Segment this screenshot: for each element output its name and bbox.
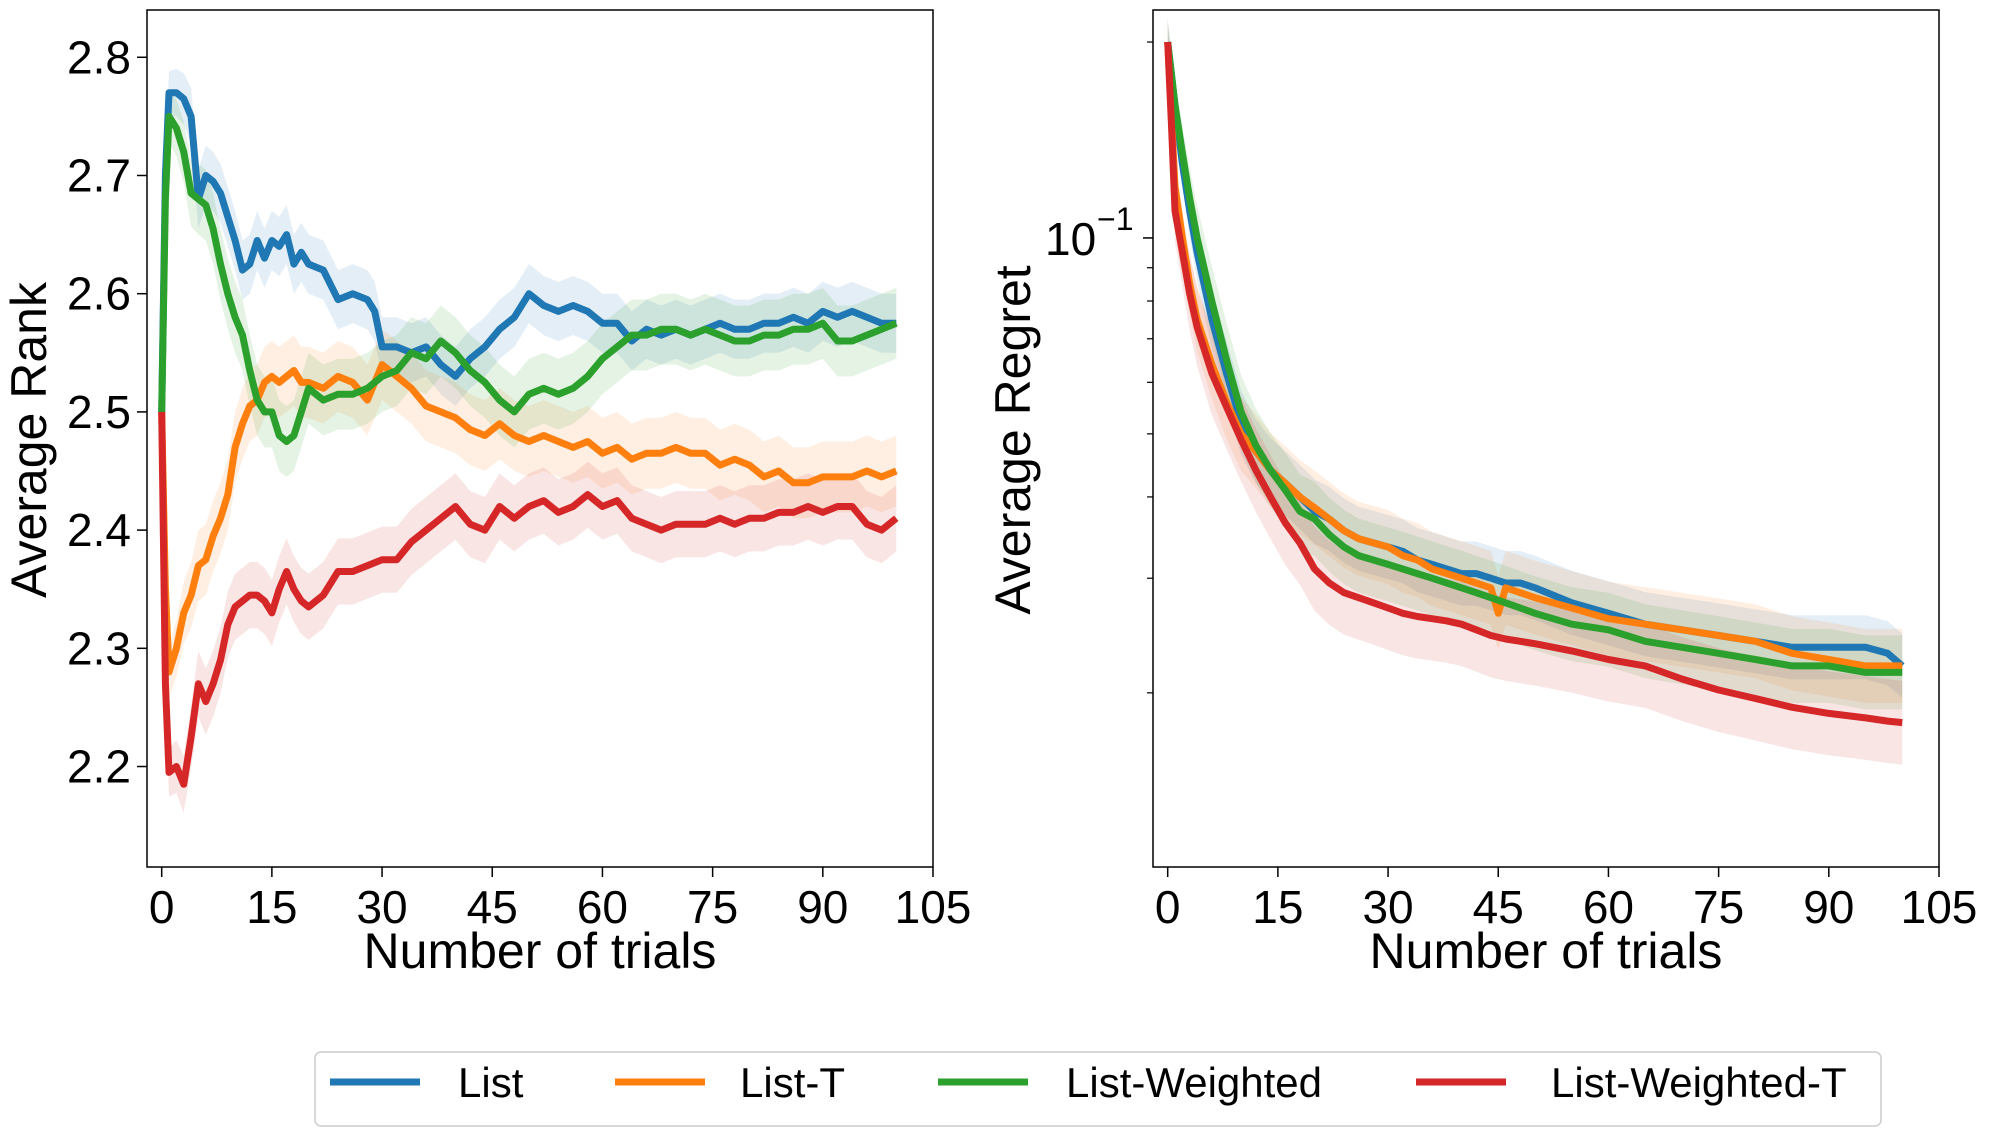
legend-label-list-weighted: List-Weighted: [1066, 1059, 1322, 1106]
left-x-tick-label: 105: [895, 881, 972, 933]
right-line-list-weighted: [1164, 41, 1903, 676]
left-y-tick-label: 2.5: [67, 386, 131, 438]
left-x-tick-label: 15: [246, 881, 297, 933]
left-y-ticks: 2.2 2.3 2.4 2.5 2.6 2.7 2.8: [67, 31, 147, 793]
left-band-list: [161, 69, 897, 430]
right-x-tick-label: 105: [1901, 881, 1978, 933]
right-band-list: [1167, 22, 1903, 698]
left-x-tick-label: 45: [467, 881, 518, 933]
right-plot-frame: [1152, 9, 1940, 868]
left-y-tick-label: 2.4: [67, 504, 131, 556]
right-x-tick-label: 60: [1583, 881, 1634, 933]
right-series-lines: [1164, 41, 1905, 727]
left-line-list-t: [158, 361, 898, 676]
left-y-axis-title: Average Rank: [1, 281, 57, 598]
right-y-ticks: 10 −1: [1045, 41, 1153, 694]
right-x-tick-label: 15: [1252, 881, 1303, 933]
right-x-tick-label: 0: [1155, 881, 1181, 933]
left-x-ticks: 0 15 30 45 60 75 90 105: [149, 867, 971, 933]
right-y-major-tick-label: 10: [1045, 213, 1096, 265]
right-x-axis-title: Number of trials: [1370, 923, 1723, 979]
right-x-ticks: 0 15 30 45 60 75 90 105: [1155, 867, 1977, 933]
left-x-tick-label: 60: [577, 881, 628, 933]
legend-label-list-weighted-t: List-Weighted-T: [1551, 1059, 1847, 1106]
left-x-axis-title: Number of trials: [364, 923, 717, 979]
left-y-tick-label: 2.3: [67, 622, 131, 674]
left-y-tick-label: 2.2: [67, 741, 131, 793]
left-x-tick-label: 30: [356, 881, 407, 933]
legend: List List-T List-Weighted List-Weighted-…: [314, 1051, 1882, 1127]
left-y-tick-label: 2.8: [67, 31, 131, 83]
left-x-tick-label: 75: [687, 881, 738, 933]
legend-label-list: List: [458, 1059, 524, 1106]
right-x-tick-label: 90: [1803, 881, 1854, 933]
right-chart: 10 −1 0 15 30 45 60 75 90 105 Number of trials A…: [985, 9, 1977, 979]
left-chart: 2.2 2.3 2.4 2.5 2.6 2.7 2.8 0 15 30 45 60 75 90 105 N…: [1, 9, 971, 979]
right-y-major-tick-exponent: −1: [1097, 201, 1133, 237]
left-plot-frame: [146, 9, 934, 868]
left-band-list-weighted-t: [161, 392, 897, 813]
legend-frame: [314, 1051, 1882, 1127]
left-series-lines: [158, 89, 899, 788]
left-line-list-weighted-t: [158, 411, 899, 788]
right-y-axis-title: Average Regret: [985, 265, 1041, 614]
left-y-tick-label: 2.6: [67, 268, 131, 320]
right-line-list-weighted-t: [1164, 41, 1903, 727]
left-line-list-weighted: [158, 112, 898, 445]
right-x-tick-label: 75: [1693, 881, 1744, 933]
legend-label-list-t: List-T: [740, 1059, 845, 1106]
right-band-list-weighted-t: [1167, 16, 1903, 765]
left-x-tick-label: 0: [149, 881, 175, 933]
left-line-list: [158, 89, 897, 412]
right-x-tick-label: 45: [1473, 881, 1524, 933]
left-x-tick-label: 90: [797, 881, 848, 933]
left-y-tick-label: 2.7: [67, 149, 131, 201]
right-x-tick-label: 30: [1362, 881, 1413, 933]
